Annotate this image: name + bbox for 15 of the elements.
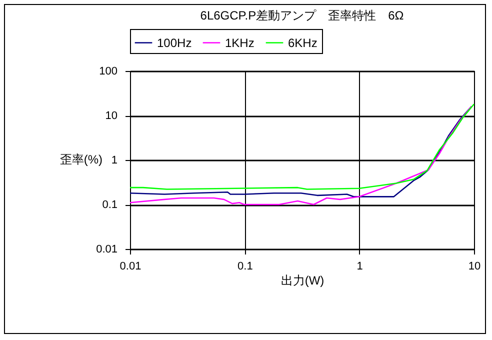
y-tick-label: 10 (105, 110, 118, 122)
x-tick-label: 0.01 (120, 260, 142, 272)
legend-label: 100Hz (157, 36, 192, 50)
x-axis-title: 出力(W) (280, 274, 324, 288)
x-tick-label: 10 (468, 260, 481, 272)
legend-label: 6KHz (288, 36, 318, 50)
y-tick-label: 0.1 (102, 199, 118, 211)
y-tick-label: 0.01 (96, 244, 118, 256)
chart-title: 6L6GCP.P差動アンプ 歪率特性 6Ω (200, 8, 404, 22)
y-tick-label: 1 (111, 154, 118, 166)
y-tick-label: 100 (99, 66, 118, 78)
x-tick-label: 0.1 (238, 260, 253, 272)
legend-label: 1KHz (225, 36, 254, 50)
y-axis-title: 歪率(%) (60, 152, 102, 166)
x-tick-label: 1 (356, 260, 363, 272)
